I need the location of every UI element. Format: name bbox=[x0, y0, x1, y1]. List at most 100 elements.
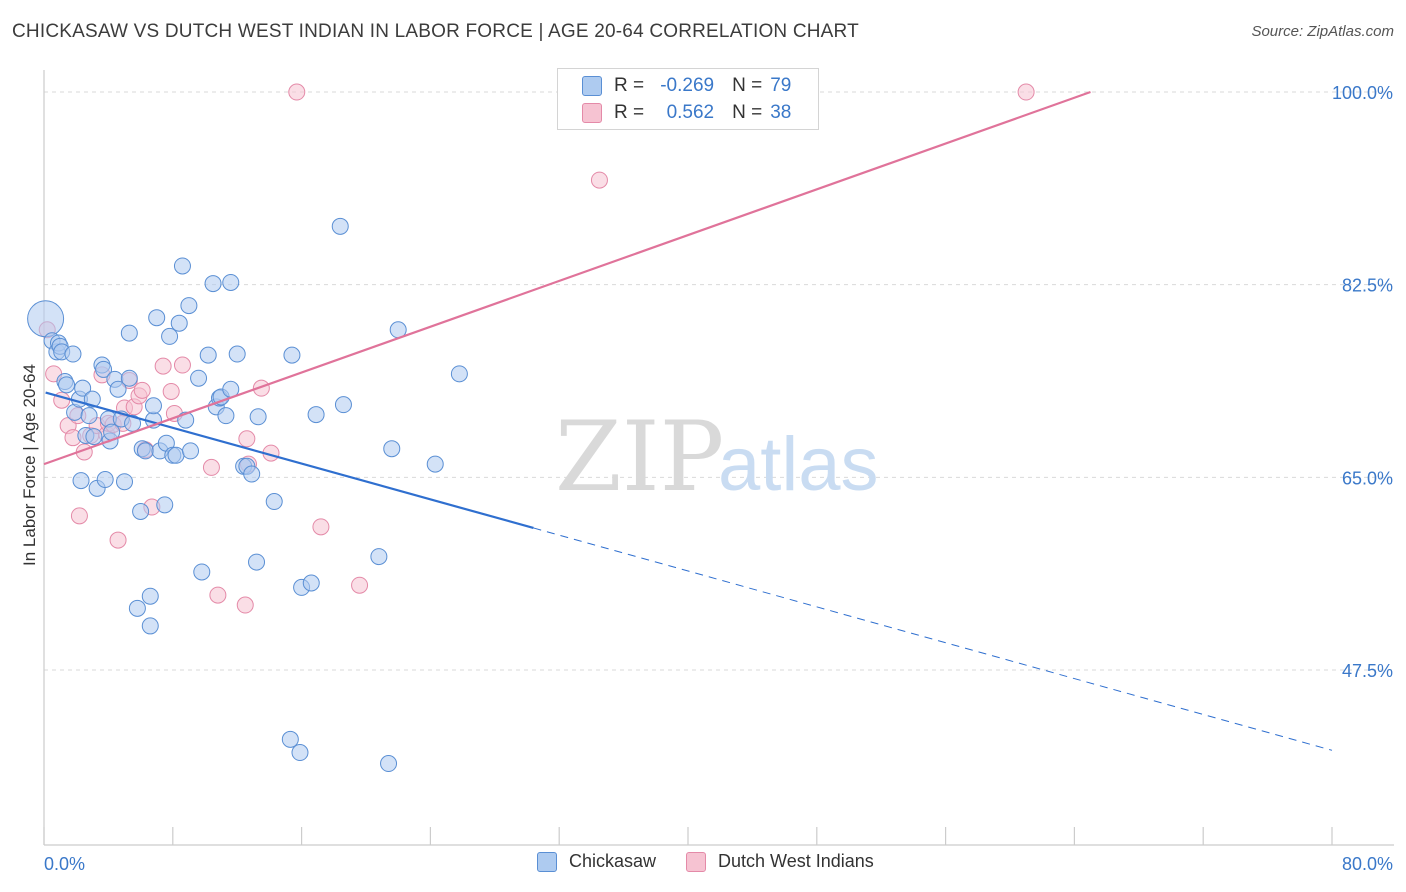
chickasaw-point bbox=[124, 414, 142, 432]
y-tick-label: 47.5% bbox=[1342, 661, 1393, 681]
dutch-west-indians-point bbox=[173, 356, 191, 374]
chickasaw-point bbox=[334, 396, 352, 414]
chickasaw-point bbox=[249, 408, 267, 426]
legend-n-label: N = bbox=[732, 75, 763, 96]
trend-lines bbox=[43, 90, 1333, 751]
chickasaw-point bbox=[228, 345, 246, 363]
chickasaw-point bbox=[72, 472, 90, 490]
chickasaw-points bbox=[27, 217, 468, 773]
chickasaw-point bbox=[302, 574, 320, 592]
chickasaw-point bbox=[180, 297, 198, 315]
dutch-west-indians-point bbox=[590, 171, 608, 189]
chickasaw-point bbox=[170, 314, 188, 332]
chickasaw-point bbox=[74, 379, 92, 397]
chickasaw-point bbox=[243, 465, 261, 483]
chickasaw-point bbox=[204, 275, 222, 293]
chickasaw-point bbox=[116, 473, 133, 491]
series-label-dutch-west-indians: Dutch West Indians bbox=[718, 851, 874, 871]
chickasaw-point bbox=[156, 496, 174, 514]
correlation-legend: R = -0.269 N = 79 R = 0.562 N = 38 bbox=[557, 68, 819, 130]
chickasaw-point bbox=[173, 257, 191, 275]
chickasaw-point bbox=[85, 428, 103, 446]
series-legend: Chickasaw Dutch West Indians bbox=[537, 851, 904, 872]
legend-swatch-pink bbox=[582, 103, 602, 123]
dutch-west-indians-point bbox=[209, 586, 227, 604]
series-swatch-blue bbox=[537, 851, 557, 872]
tick-labels: 47.5% 65.0% 82.5% 100.0% 0.0% 80.0% bbox=[44, 83, 1393, 874]
legend-n-label: N = bbox=[732, 102, 763, 123]
chickasaw-point bbox=[80, 407, 98, 425]
chickasaw-point bbox=[96, 471, 114, 489]
dutch-west-indians-point bbox=[154, 357, 172, 375]
legend-row-dutch-west-indians: R = 0.562 N = 38 bbox=[582, 99, 791, 127]
series-swatch-pink bbox=[686, 851, 707, 872]
chickasaw-point bbox=[64, 345, 82, 363]
dutch-west-indians-point bbox=[312, 518, 330, 536]
chickasaw-point bbox=[128, 599, 146, 617]
chickasaw-point bbox=[190, 369, 208, 387]
chickasaw-trend-extension bbox=[533, 527, 1333, 751]
chickasaw-point bbox=[141, 617, 159, 635]
series-legend-dutch-west-indians: Dutch West Indians bbox=[686, 851, 874, 872]
chickasaw-point bbox=[27, 300, 65, 338]
dutch-west-indians-point bbox=[351, 576, 369, 594]
chickasaw-point bbox=[109, 380, 127, 398]
legend-row-chickasaw: R = -0.269 N = 79 bbox=[582, 72, 791, 100]
dutch-west-indians-point bbox=[109, 531, 127, 549]
chickasaw-point bbox=[141, 587, 159, 605]
chickasaw-trend-line bbox=[45, 391, 534, 530]
chickasaw-point bbox=[307, 406, 325, 424]
dutch-west-indians-point bbox=[70, 507, 88, 525]
legend-r-value: -0.269 bbox=[660, 75, 715, 96]
chickasaw-point bbox=[161, 327, 179, 345]
x-tick-label-max: 80.0% bbox=[1342, 854, 1393, 874]
legend-n-value: 79 bbox=[770, 75, 792, 96]
watermark-atlas: atlas bbox=[718, 422, 879, 507]
x-tick-label-min: 0.0% bbox=[44, 854, 85, 874]
watermark-zip: ZIP bbox=[555, 401, 724, 513]
legend-r-value: 0.562 bbox=[666, 102, 715, 123]
chickasaw-point bbox=[291, 744, 309, 762]
chickasaw-point bbox=[281, 730, 299, 748]
axes bbox=[43, 70, 1394, 846]
dutch-west-indians-point bbox=[238, 430, 256, 448]
watermark: ZIP atlas bbox=[555, 401, 879, 513]
chickasaw-point bbox=[450, 365, 468, 383]
dutch-west-indians-point bbox=[162, 382, 180, 400]
chickasaw-point bbox=[370, 548, 388, 566]
chickasaw-point bbox=[83, 390, 101, 408]
chart-title: CHICKASAW VS DUTCH WEST INDIAN IN LABOR … bbox=[12, 21, 859, 42]
chickasaw-point bbox=[383, 440, 401, 458]
chickasaw-point bbox=[58, 376, 76, 394]
source-credit: Source: ZipAtlas.com bbox=[1251, 23, 1394, 40]
dutch-west-indians-point bbox=[202, 458, 220, 476]
chickasaw-point bbox=[193, 563, 211, 581]
y-tick-label: 82.5% bbox=[1342, 276, 1393, 296]
chickasaw-point bbox=[380, 755, 398, 773]
chickasaw-point bbox=[222, 273, 240, 291]
chickasaw-point bbox=[132, 502, 150, 520]
chickasaw-point bbox=[120, 324, 138, 342]
dutch-west-indians-point bbox=[236, 596, 254, 614]
chickasaw-point bbox=[182, 442, 200, 460]
chickasaw-point bbox=[217, 407, 235, 425]
dutch-west-indians-points bbox=[38, 83, 1035, 614]
legend-r-label: R = bbox=[614, 102, 645, 123]
legend-r-label: R = bbox=[614, 75, 645, 96]
y-tick-label: 100.0% bbox=[1332, 83, 1393, 103]
chickasaw-point bbox=[144, 397, 162, 415]
chickasaw-point bbox=[136, 442, 154, 460]
chickasaw-point bbox=[95, 360, 113, 378]
y-tick-label: 65.0% bbox=[1342, 468, 1393, 488]
chickasaw-point bbox=[148, 309, 166, 327]
grid-lines bbox=[44, 91, 1394, 671]
legend-swatch-blue bbox=[582, 76, 602, 96]
chickasaw-point bbox=[199, 346, 217, 364]
dutch-west-indians-point bbox=[1017, 83, 1035, 101]
chickasaw-point bbox=[426, 455, 444, 473]
chickasaw-point bbox=[265, 493, 283, 511]
dutch-west-indians-point bbox=[252, 379, 270, 397]
chickasaw-point bbox=[248, 553, 266, 571]
dutch-west-indians-trend-line bbox=[43, 90, 1091, 466]
